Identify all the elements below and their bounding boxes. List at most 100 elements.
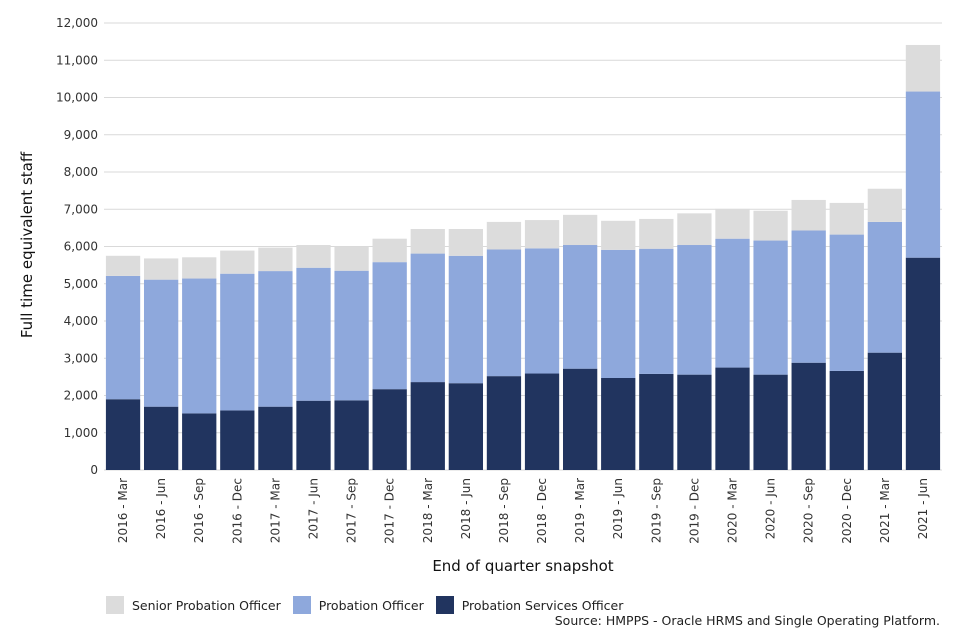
bar-segment xyxy=(715,367,750,470)
legend-label: Probation Services Officer xyxy=(461,597,624,613)
bar-segment xyxy=(715,238,750,368)
legend-item: Probation Officer xyxy=(292,596,424,614)
y-tick-label: 5,000 xyxy=(64,277,98,291)
bar-segment xyxy=(867,352,903,470)
bar-segment xyxy=(258,406,293,470)
legend-item: Probation Services Officer xyxy=(435,596,624,614)
x-tick-label: 2020 - Sep xyxy=(802,478,816,543)
bar-segment xyxy=(486,221,522,250)
bar-segment xyxy=(524,373,560,470)
bar-segment xyxy=(372,389,407,470)
x-axis-title: End of quarter snapshot xyxy=(432,557,613,575)
bar-segment xyxy=(334,400,369,470)
bar-segment xyxy=(562,245,598,369)
bar-segment xyxy=(486,376,522,470)
bar-segment xyxy=(105,255,141,276)
x-tick-label: 2021 - Jun xyxy=(916,478,930,539)
legend-label: Senior Probation Officer xyxy=(132,597,281,613)
y-tick-label: 1,000 xyxy=(64,426,98,440)
x-tick-label: 2016 - Sep xyxy=(192,478,206,543)
bar-segment xyxy=(677,245,712,375)
bar-segment xyxy=(258,247,293,272)
bar-segment xyxy=(182,257,217,279)
y-tick-label: 11,000 xyxy=(56,53,98,67)
bar-segment xyxy=(143,406,179,470)
y-tick-label: 8,000 xyxy=(64,165,98,179)
x-tick-label: 2017 - Sep xyxy=(345,478,359,543)
bar-segment xyxy=(905,257,941,470)
x-tick-label: 2016 - Jun xyxy=(154,478,168,539)
legend-swatch xyxy=(292,596,311,614)
y-tick-label: 12,000 xyxy=(56,16,98,30)
bar-segment xyxy=(562,368,598,470)
bar-segment xyxy=(791,362,826,470)
x-tick-label: 2018 - Mar xyxy=(421,478,435,543)
bar-segment xyxy=(296,400,331,470)
legend-swatch xyxy=(435,596,454,614)
y-tick-label: 2,000 xyxy=(64,389,98,403)
bar-segment xyxy=(258,271,293,407)
bar-segment xyxy=(791,199,826,231)
bar-segment xyxy=(220,273,255,411)
x-tick-label: 2019 - Jun xyxy=(611,478,625,539)
x-tick-label: 2017 - Jun xyxy=(307,478,321,539)
bar-segment xyxy=(601,220,636,250)
bar-segment xyxy=(639,248,674,374)
legend: Senior Probation Officer Probation Office… xyxy=(106,596,629,614)
y-tick-label: 7,000 xyxy=(64,202,98,216)
x-tick-label: 2019 - Mar xyxy=(573,478,587,543)
x-tick-label: 2018 - Sep xyxy=(497,478,511,543)
bar-segment xyxy=(677,374,712,470)
bar-segment xyxy=(905,44,941,92)
bar-segment xyxy=(182,413,217,470)
y-axis-title: Full time equivalent staff xyxy=(18,151,36,338)
bar-segment xyxy=(829,370,864,470)
legend-item: Senior Probation Officer xyxy=(106,596,281,614)
bar-segment xyxy=(753,240,788,375)
legend-label: Probation Officer xyxy=(318,597,424,613)
bar-segment xyxy=(753,374,788,470)
bar-segment xyxy=(410,228,445,254)
bar-segment xyxy=(105,399,141,470)
bar-segment xyxy=(448,228,484,256)
bar-segment xyxy=(486,249,522,377)
bar-segment xyxy=(601,377,636,470)
bar-segment xyxy=(143,279,179,407)
x-tick-label: 2020 - Dec xyxy=(840,478,854,544)
bar-segment xyxy=(524,220,560,249)
bar-segment xyxy=(334,270,369,401)
bar-segment xyxy=(829,234,864,371)
x-axis-ticks: 2016 - Mar 2016 - Jun 2016 - Sep 2016 - Dec… xyxy=(116,478,930,544)
x-tick-label: 2021 - Mar xyxy=(878,478,892,543)
y-tick-label: 3,000 xyxy=(64,351,98,365)
x-tick-label: 2020 - Jun xyxy=(764,478,778,539)
bar-segment xyxy=(829,202,864,235)
bar-segment xyxy=(182,278,217,414)
bar-segment xyxy=(562,214,598,246)
bar-segment xyxy=(677,213,712,246)
y-tick-label: 0 xyxy=(90,463,98,477)
bar-segment xyxy=(296,245,331,268)
bar-segment xyxy=(448,383,484,470)
bar-segment xyxy=(448,255,484,384)
y-tick-label: 9,000 xyxy=(64,128,98,142)
bar-segment xyxy=(220,250,255,274)
bar-segment xyxy=(753,210,788,241)
bar-segment xyxy=(372,262,407,390)
y-tick-label: 6,000 xyxy=(64,240,98,254)
x-tick-label: 2020 - Mar xyxy=(726,478,740,543)
x-tick-label: 2016 - Dec xyxy=(230,478,244,544)
stacked-bar-chart: 0 1,000 2,000 3,000 4,000 5,000 6,000 7,000 8,00… xyxy=(18,16,942,575)
x-tick-label: 2017 - Dec xyxy=(383,478,397,544)
bar-segment xyxy=(410,253,445,383)
bar-segment xyxy=(296,267,331,401)
bar-segment xyxy=(105,275,141,400)
bar-segment xyxy=(715,208,750,239)
x-tick-label: 2018 - Dec xyxy=(535,478,549,544)
bar-segment xyxy=(639,373,674,470)
bar-segment xyxy=(372,238,407,263)
bar-segment xyxy=(905,91,941,258)
y-tick-label: 4,000 xyxy=(64,314,98,328)
x-tick-label: 2019 - Dec xyxy=(687,478,701,544)
bars xyxy=(105,44,941,470)
